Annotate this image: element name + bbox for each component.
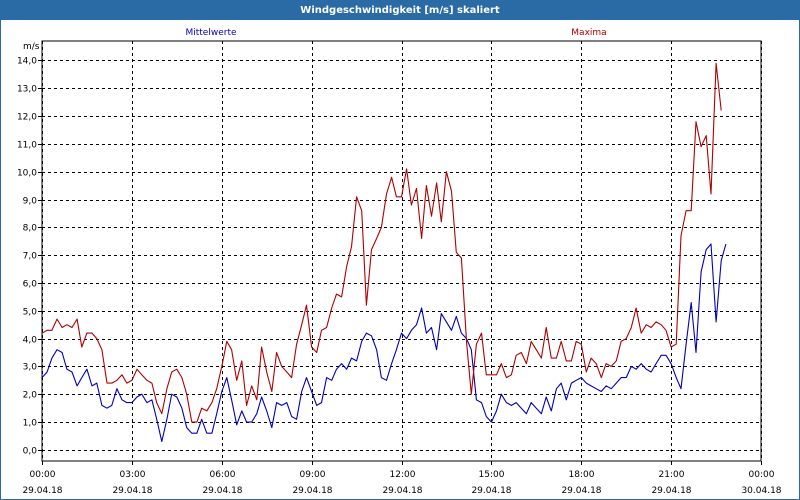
legend-mittelwerte: Mittelwerte xyxy=(185,28,236,38)
x-tick-time: 09:00 xyxy=(300,470,326,480)
x-tick-time: 00:00 xyxy=(749,470,775,480)
y-tick-label: 4,0 xyxy=(23,336,38,346)
x-tick-time: 12:00 xyxy=(390,470,416,480)
legend-maxima: Maxima xyxy=(571,28,606,38)
x-tick-date: 29.04.18 xyxy=(382,486,422,496)
x-tick-date: 29.04.18 xyxy=(112,486,152,496)
x-tick-time: 18:00 xyxy=(569,470,595,480)
y-tick-label: 14,0 xyxy=(17,57,37,67)
y-axis-label: m/s xyxy=(23,42,40,52)
y-tick-label: 12,0 xyxy=(17,113,37,123)
x-tick-date: 29.04.18 xyxy=(22,486,62,496)
x-tick-time: 03:00 xyxy=(120,470,146,480)
y-tick-label: 11,0 xyxy=(17,141,37,151)
y-tick-label: 3,0 xyxy=(23,363,38,373)
y-tick-label: 8,0 xyxy=(23,224,38,234)
y-tick-label: 1,0 xyxy=(23,419,38,429)
y-tick-label: 13,0 xyxy=(17,85,37,95)
window-title: Windgeschwindigkeit [m/s] skaliert xyxy=(1,1,799,20)
x-tick-date: 29.04.18 xyxy=(561,486,601,496)
x-tick-date: 29.04.18 xyxy=(471,486,511,496)
x-tick-date: 29.04.18 xyxy=(202,486,242,496)
x-tick-date: 29.04.18 xyxy=(292,486,332,496)
x-tick-time: 06:00 xyxy=(210,470,236,480)
y-tick-label: 6,0 xyxy=(23,280,38,290)
series-line-maxima xyxy=(41,62,722,423)
x-tick-date: 29.04.18 xyxy=(651,486,691,496)
y-tick-label: 0,0 xyxy=(23,447,38,457)
x-tick-date: 30.04.18 xyxy=(741,486,781,496)
series-line-mittelwerte xyxy=(41,243,727,443)
x-tick-time: 00:00 xyxy=(30,470,56,480)
y-tick-label: 5,0 xyxy=(23,308,38,318)
y-tick-label: 2,0 xyxy=(23,391,38,401)
y-tick-label: 9,0 xyxy=(23,197,38,207)
plot-area xyxy=(41,40,762,462)
y-tick-label: 10,0 xyxy=(17,169,37,179)
x-tick-time: 21:00 xyxy=(659,470,685,480)
y-tick-label: 7,0 xyxy=(23,252,38,262)
x-tick-time: 15:00 xyxy=(479,470,505,480)
